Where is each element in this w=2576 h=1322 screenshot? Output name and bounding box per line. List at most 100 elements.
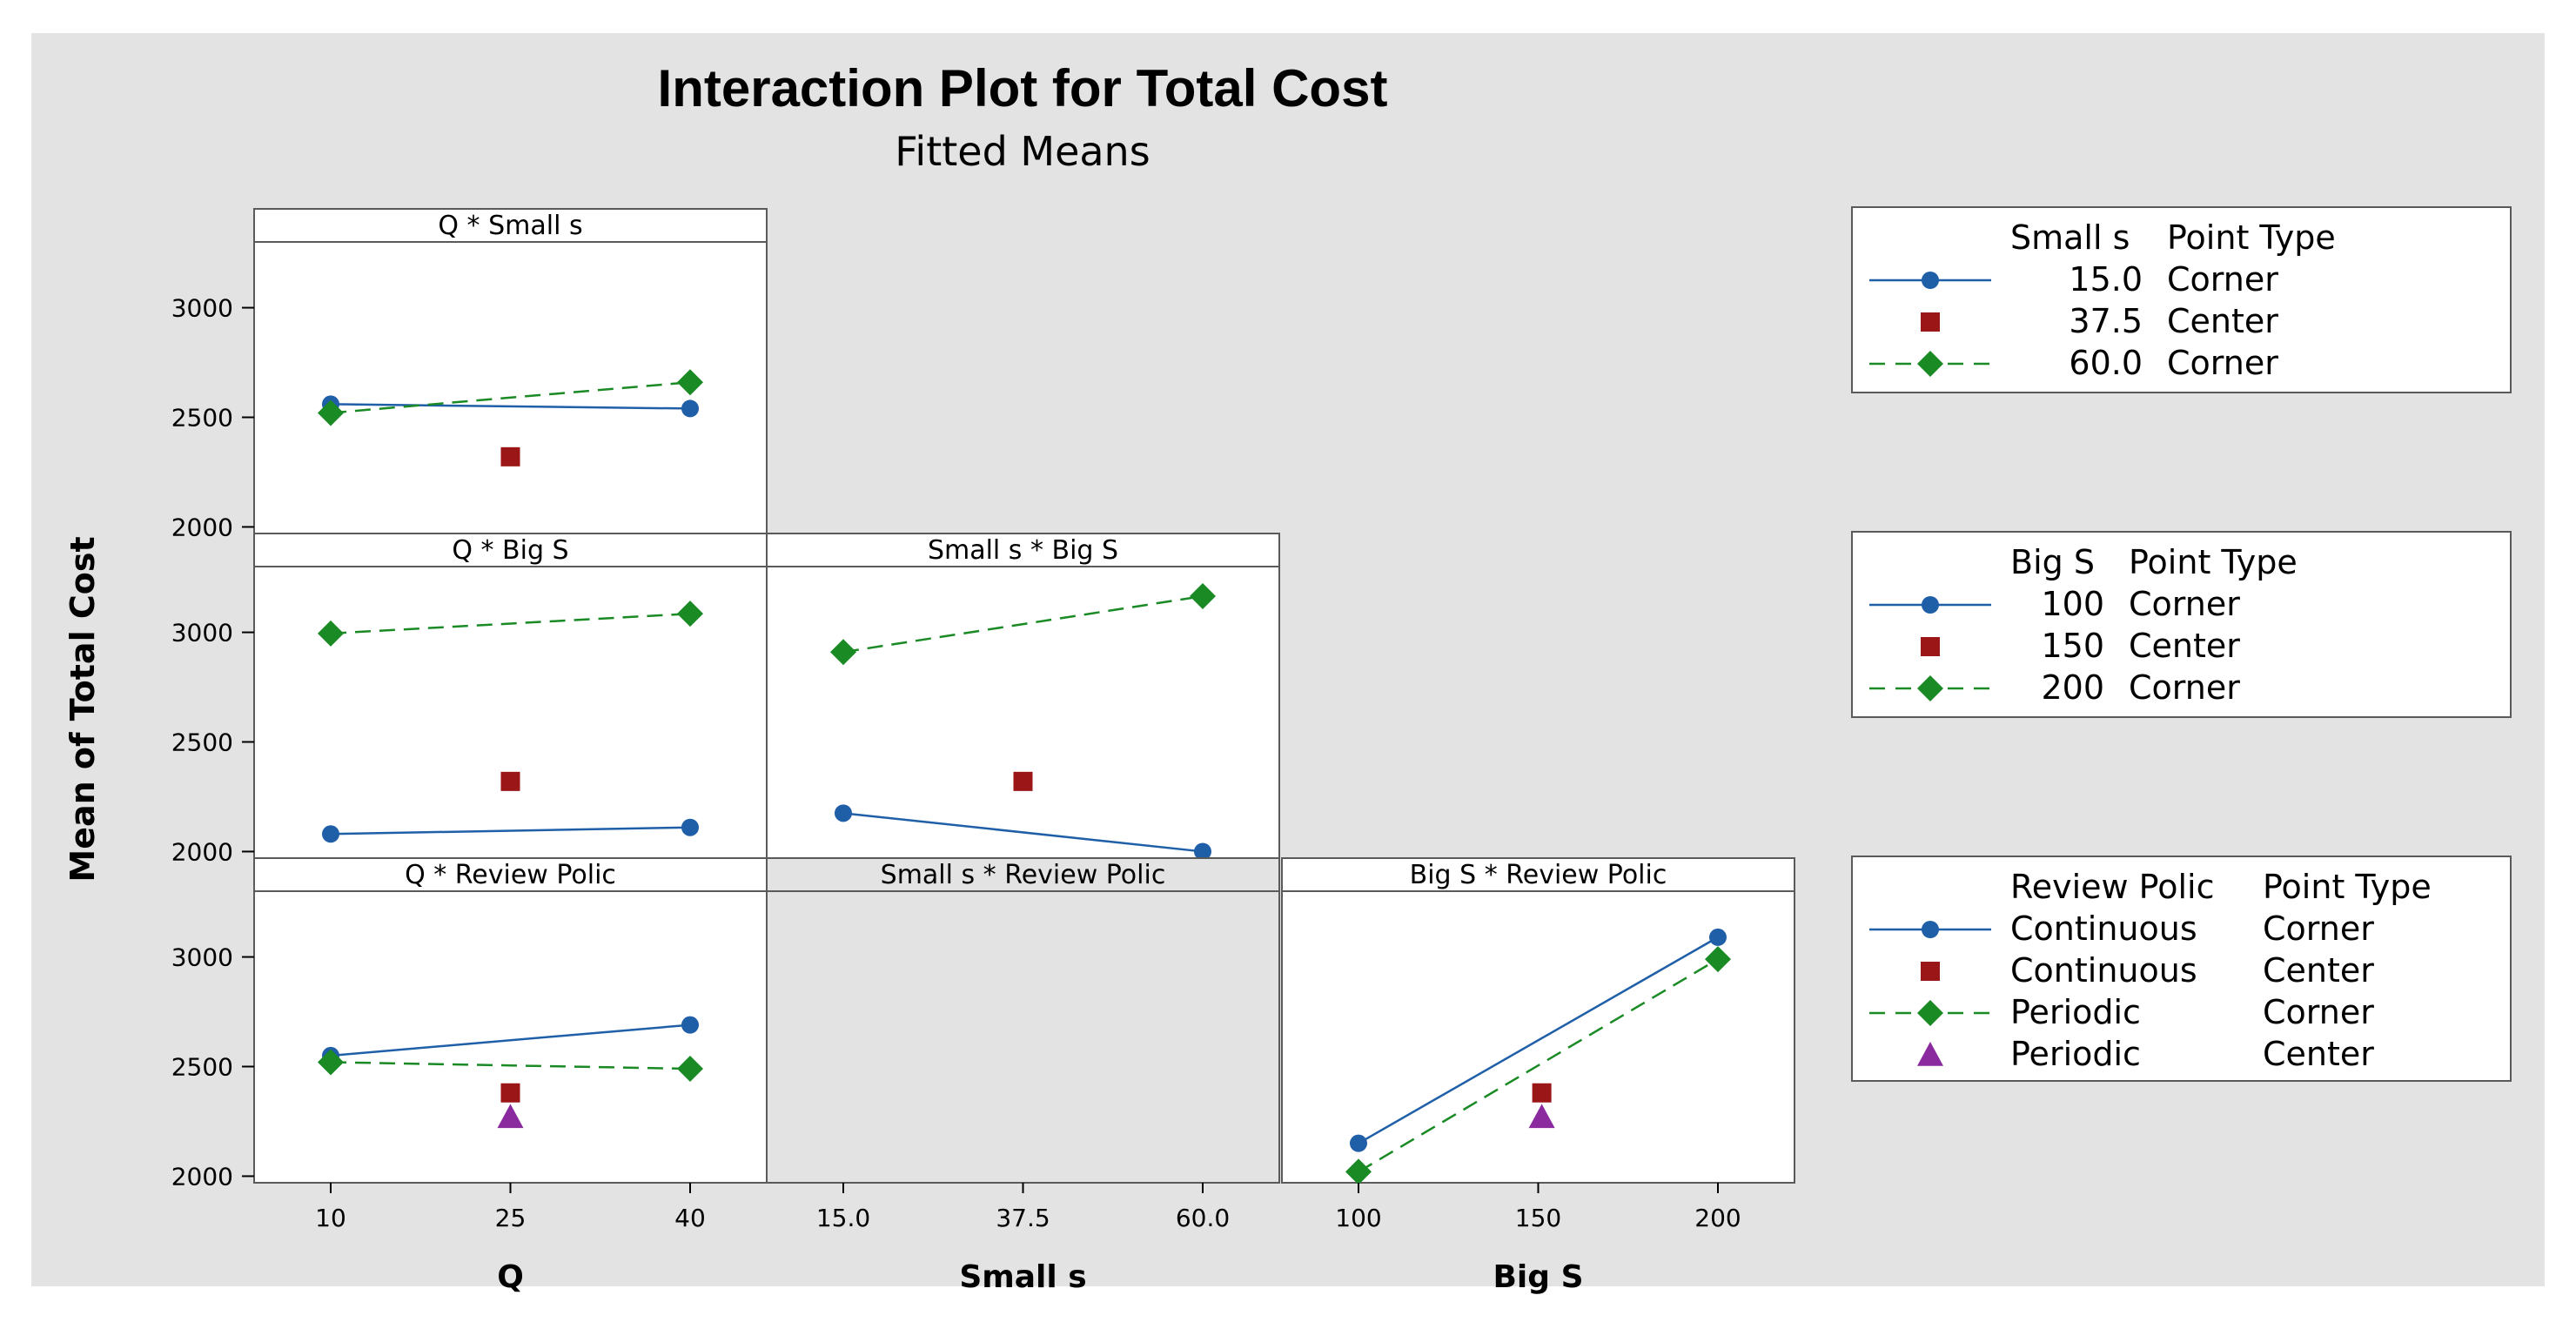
x-tick-label: 200 [1694,1204,1741,1232]
legend-header-factor: Review Polic [2010,868,2214,906]
y-tick-label: 2500 [171,728,233,757]
legend-header-factor: Big S [2010,543,2095,581]
legend-header-type: Point Type [2263,868,2432,906]
panel-title: Small s * Review Polic [881,860,1166,890]
y-tick-label: 2500 [171,1053,233,1082]
data-point-100-0 [322,825,339,843]
x-tick-label: 40 [674,1204,706,1232]
legend-marker-square [1921,637,1940,656]
legend-level: Continuous [2010,909,2197,948]
panel-header [766,533,1280,567]
data-point-periodic-0 [1345,1158,1372,1185]
chart-title: Interaction Plot for Total Cost [658,59,1388,117]
x-tick-label: 100 [1335,1204,1381,1232]
series-line-60-0 [330,380,691,414]
y-tick-label: 2000 [171,513,233,541]
legend-level: 150 [2041,627,2104,665]
series-line-200 [842,594,1204,654]
data-point-continuous-1 [1709,928,1727,946]
y-axis-row-2: 2000 2500 3000 [171,943,254,1191]
center-point-periodic [497,1104,524,1129]
panel-title: Q * Small s [438,211,582,241]
data-point-200-0 [830,639,856,666]
panel-frame [766,857,1280,1184]
y-tick-label: 2000 [171,1162,233,1191]
y-tick-label: 3000 [171,619,233,648]
center-point-periodic [1528,1104,1555,1129]
data-point-200-1 [1190,583,1216,610]
series-line-100 [330,826,691,835]
center-point-150 [500,771,520,791]
series-line-continuous [330,1023,691,1057]
data-point-15-0-1 [681,399,699,418]
legend-marker-dashed-diamond [1917,675,1943,701]
center-point-37-5 [500,446,520,466]
data-point-periodic-0 [318,1049,344,1076]
legend-big-s: Big S Point Type 100 Corner 150 Center 200 Corn… [1851,531,2512,718]
legend-type: Corner [2167,344,2278,382]
x-tick-label: 15.0 [816,1204,870,1232]
x-axes-layer: 10 25 40 Q 15.0 37.5 60.0 Small s 100 150 200 Big S [315,1183,1741,1295]
legend-level: Periodic [2010,993,2141,1031]
y-tick-label: 3000 [171,943,233,972]
x-tick-label: 150 [1515,1204,1561,1232]
panel-q-small-s: Q * Small s [253,208,768,534]
panel-frame [766,533,1280,859]
x-axis-big_s: 100 150 200 Big S [1335,1183,1741,1295]
y-tick-label: 3000 [171,294,233,323]
center-point-continuous [1532,1083,1552,1103]
legend-level: 37.5 [2069,302,2143,340]
legend-type: Center [2263,1035,2374,1073]
legend-marker-solid-circle [1922,921,1939,938]
legend-frame [1851,856,2512,1082]
panels-layer: Q * Small s Q * Big S Small s * Big S Q * R… [253,208,1795,1185]
x-axis-label: Big S [1493,1259,1583,1295]
legend-level: Periodic [2010,1035,2141,1073]
legends-layer: Small s Point Type 15.0 Corner 37.5 Center 60.… [1851,206,2512,1082]
legend-type: Corner [2263,909,2374,948]
data-point-100-1 [1194,842,1211,861]
data-point-60-0-1 [677,369,703,396]
panel-frame [253,208,768,534]
center-point-continuous [500,1083,520,1103]
legend-marker-square [1921,312,1940,332]
legend-level: 200 [2041,668,2104,707]
legend-type: Corner [2263,993,2374,1031]
x-tick-label: 60.0 [1176,1204,1230,1232]
panel-title: Small s * Big S [928,535,1118,566]
legend-small-s: Small s Point Type 15.0 Corner 37.5 Center 60.… [1851,206,2512,393]
panel-header [253,857,768,892]
panel-big-s-review-polic: Big S * Review Polic [1281,857,1795,1185]
data-point-60-0-0 [318,399,344,426]
legend-marker-solid-circle [1922,272,1939,289]
legend-frame [1851,206,2512,393]
data-point-continuous-1 [681,1016,699,1034]
center-point-150 [1013,771,1033,791]
data-point-200-0 [318,620,344,647]
y-axis-row-0: 2000 2500 3000 [171,294,254,541]
y-axis-row-1: 2000 2500 3000 [171,619,254,866]
panel-q-review-polic: Q * Review Polic [253,857,768,1184]
series-line-100 [842,812,1204,853]
y-tick-label: 2000 [171,837,233,866]
data-point-continuous-0 [1350,1134,1367,1152]
x-tick-label: 25 [495,1204,527,1232]
x-tick-label: 10 [315,1204,346,1232]
panel-small-s-review-polic: Small s * Review Polic [766,857,1280,1184]
panel-header [1281,857,1795,892]
panel-q-big-s: Q * Big S [253,533,768,859]
data-point-periodic-1 [1705,946,1731,973]
chart-subtitle: Fitted Means [895,128,1150,175]
panel-title: Q * Big S [452,535,568,566]
series-line-continuous [1358,936,1719,1144]
legend-level: Continuous [2010,951,2197,990]
series-line-periodic [330,1061,691,1070]
legend-type: Corner [2129,668,2240,707]
x-tick-label: 37.5 [996,1204,1050,1232]
legend-marker-dashed-diamond [1917,1000,1943,1026]
data-point-200-1 [677,601,703,627]
x-axis-label: Q [497,1259,524,1295]
legend-type: Center [2129,627,2240,665]
data-point-periodic-1 [677,1056,703,1083]
